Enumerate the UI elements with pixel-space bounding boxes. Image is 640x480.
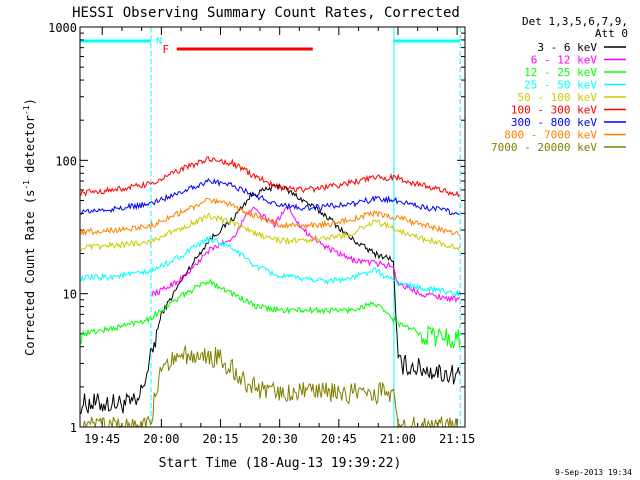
x-tick-label: 21:15	[439, 432, 475, 446]
legend-label: 3 - 6 keV	[537, 41, 597, 54]
y-tick-label: 1	[70, 421, 77, 435]
legend-label: 12 - 25 keV	[524, 66, 597, 79]
x-tick-label: 20:00	[143, 432, 179, 446]
series-line-2	[80, 278, 460, 349]
series-line-6	[80, 177, 460, 216]
series-line-1	[151, 206, 460, 304]
series-line-3	[80, 235, 460, 298]
series-line-8	[80, 345, 460, 429]
plot-frame	[79, 26, 466, 428]
x-tick-label: 19:45	[84, 432, 120, 446]
series-lines	[80, 156, 460, 429]
night-label: N	[156, 36, 162, 47]
x-tick-label: 20:30	[262, 432, 298, 446]
y-tick-label: 100	[55, 154, 77, 168]
series-line-0	[80, 182, 460, 415]
chart-title: HESSI Observing Summary Count Rates, Cor…	[72, 5, 460, 21]
y-tick-label: 10	[63, 288, 77, 302]
flare-label: F	[162, 43, 169, 56]
x-tick-label: 21:00	[380, 432, 416, 446]
legend-label: 6 - 12 keV	[531, 54, 598, 67]
legend-header-1: Det 1,3,5,6,7,9,	[522, 15, 628, 28]
legend-label: 100 - 300 keV	[511, 104, 597, 117]
legend-label: 7000 - 20000 keV	[491, 141, 597, 154]
axis-ticks: 19:45 20:00 20:15 20:30 20:45 21:00 21:15 1 10 10…	[48, 21, 475, 446]
legend-header-2: Att 0	[595, 27, 628, 40]
legend-label: 800 - 7000 keV	[504, 129, 597, 142]
x-axis-title: Start Time (18-Aug-13 19:39:22)	[159, 456, 402, 471]
legend-label: 50 - 100 keV	[518, 91, 598, 104]
series-line-7	[80, 197, 460, 237]
y-tick-label: 1000	[48, 21, 77, 35]
legend-label: 25 - 50 keV	[524, 79, 597, 92]
series-line-4	[80, 213, 460, 252]
y-axis-title: Corrected Count Rate (s-1 detector-1)	[22, 98, 37, 356]
legend-label: 300 - 800 keV	[511, 116, 597, 129]
x-tick-label: 20:15	[202, 432, 238, 446]
footer-date: 9-Sep-2013 19:34	[555, 468, 632, 477]
x-tick-label: 20:45	[321, 432, 357, 446]
series-line-5	[80, 156, 460, 198]
